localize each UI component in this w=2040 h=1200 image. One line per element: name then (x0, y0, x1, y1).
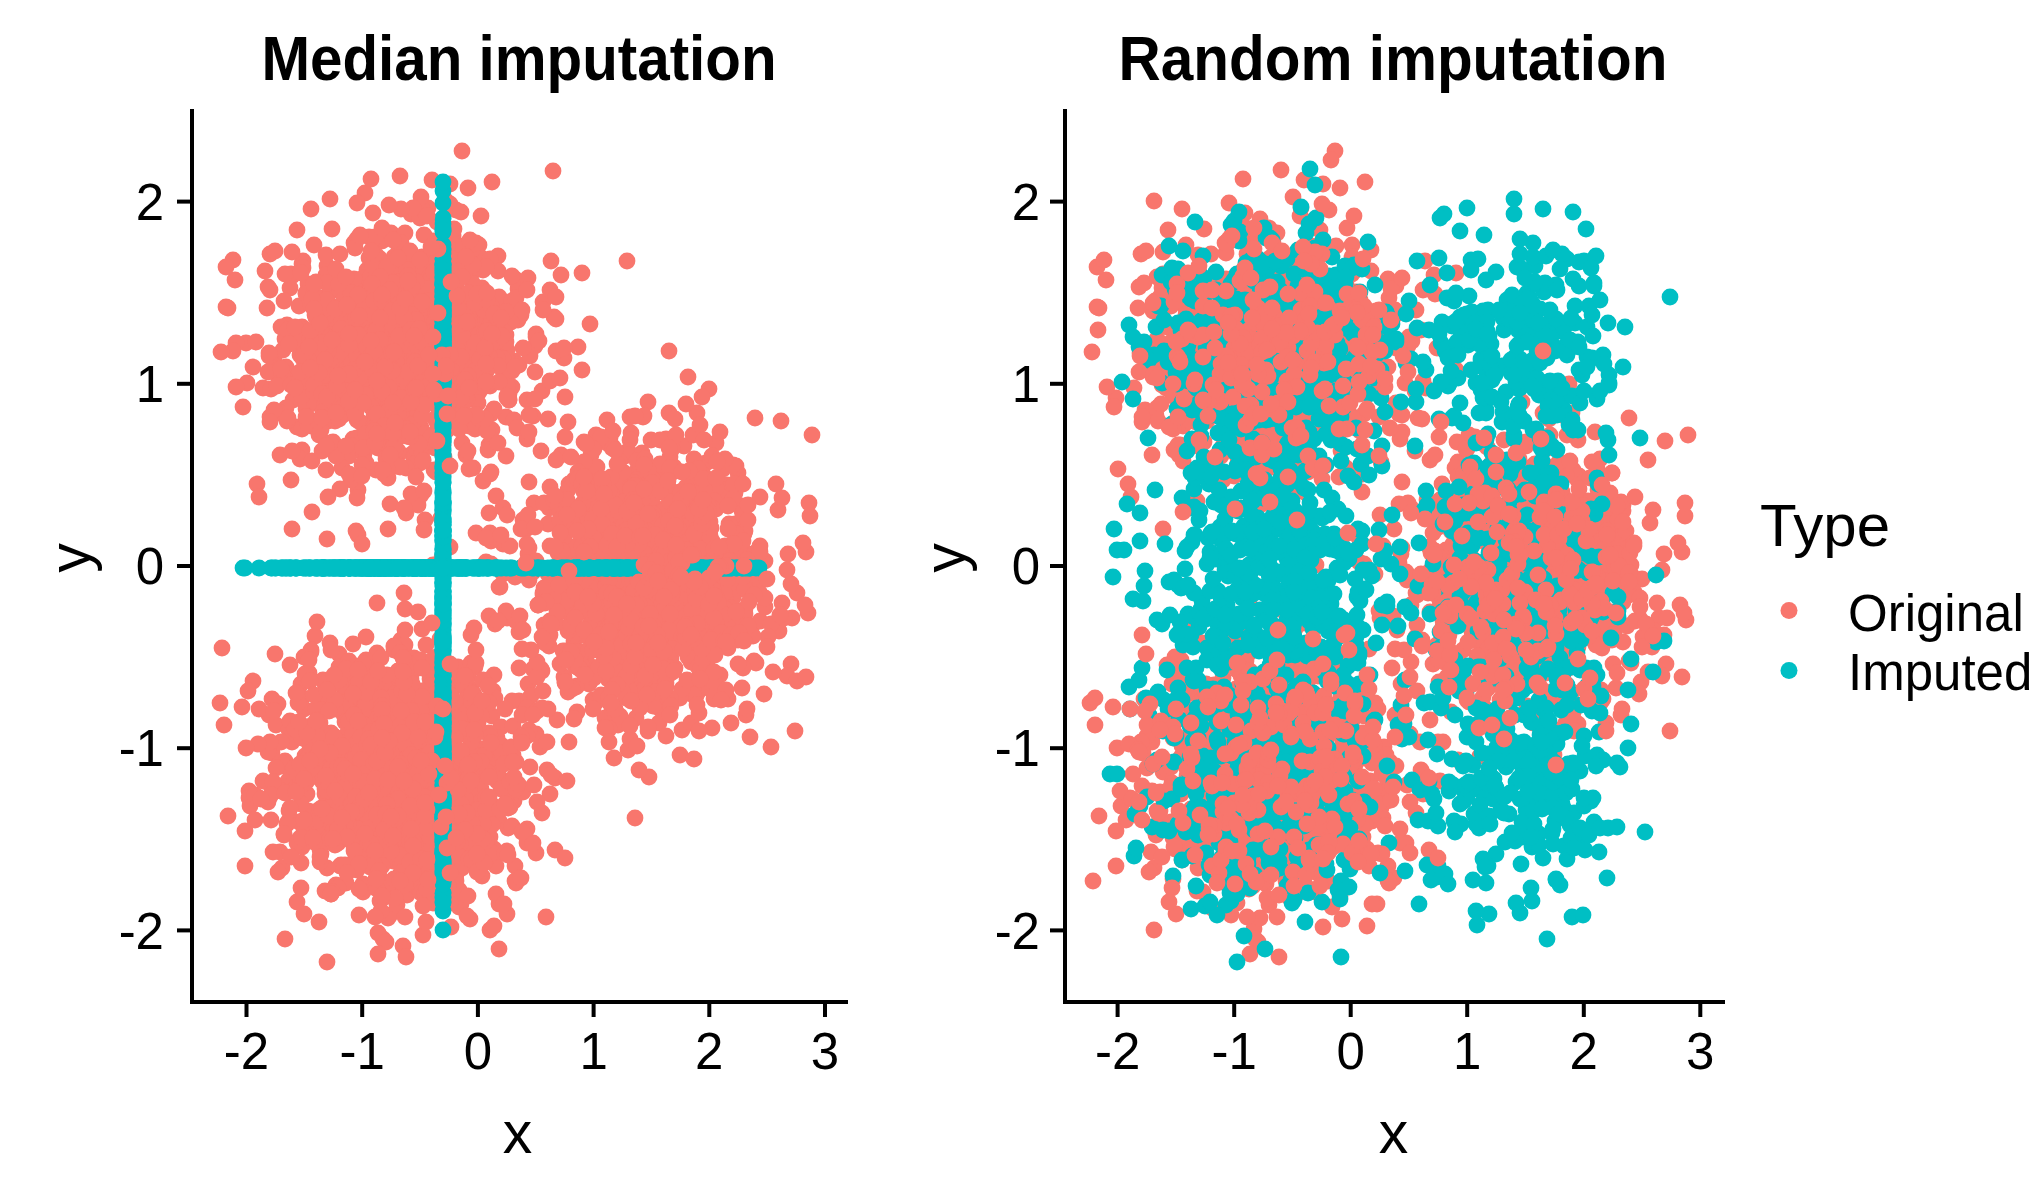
svg-text:1: 1 (1453, 1023, 1481, 1080)
svg-text:Imputed: Imputed (1848, 644, 2032, 701)
svg-text:1: 1 (1012, 356, 1040, 413)
svg-text:3: 3 (1686, 1023, 1714, 1080)
svg-text:0: 0 (136, 538, 164, 595)
svg-text:-2: -2 (1095, 1023, 1140, 1080)
svg-text:1: 1 (579, 1023, 607, 1080)
svg-text:2: 2 (1012, 174, 1040, 231)
svg-text:0: 0 (1012, 538, 1040, 595)
svg-text:Random imputation: Random imputation (1119, 23, 1668, 93)
svg-text:-1: -1 (995, 720, 1040, 777)
svg-text:-2: -2 (224, 1023, 269, 1080)
svg-text:-2: -2 (995, 903, 1040, 960)
svg-text:Type: Type (1760, 492, 1890, 559)
svg-text:-1: -1 (1212, 1023, 1257, 1080)
svg-text:x: x (1379, 1100, 1409, 1166)
svg-text:2: 2 (136, 174, 164, 231)
svg-text:Median imputation: Median imputation (262, 23, 777, 93)
svg-text:0: 0 (464, 1023, 492, 1080)
svg-text:-2: -2 (119, 903, 164, 960)
svg-text:-1: -1 (340, 1023, 385, 1080)
svg-text:1: 1 (136, 356, 164, 413)
svg-text:2: 2 (1570, 1023, 1598, 1080)
svg-text:y: y (912, 543, 978, 573)
svg-text:x: x (503, 1100, 533, 1166)
svg-text:0: 0 (1337, 1023, 1365, 1080)
svg-text:Original: Original (1848, 585, 2024, 642)
svg-text:2: 2 (695, 1023, 723, 1080)
svg-text:-1: -1 (119, 720, 164, 777)
svg-text:3: 3 (811, 1023, 839, 1080)
svg-text:y: y (37, 543, 103, 573)
